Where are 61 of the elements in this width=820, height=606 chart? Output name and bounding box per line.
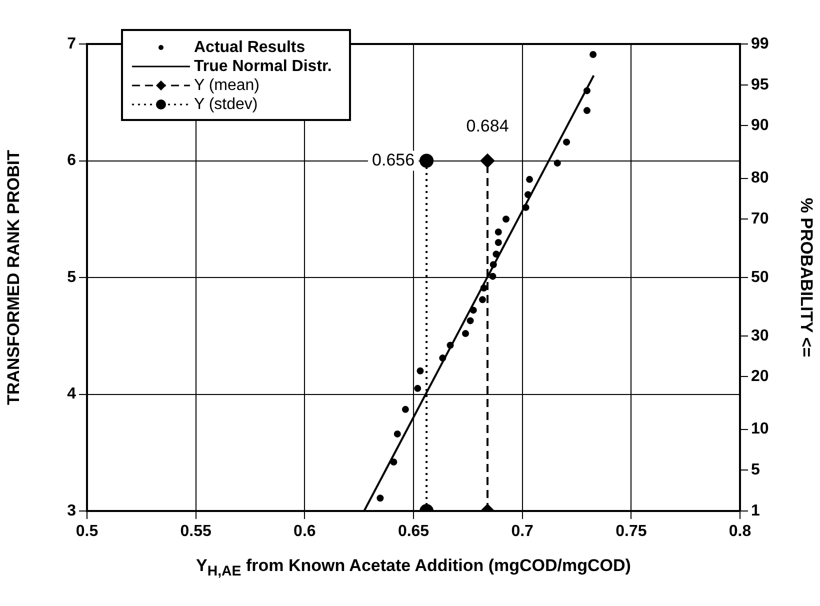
y-axis-title: TRANSFORMED RANK PROBIT — [4, 149, 23, 405]
category-label: 95 — [751, 76, 769, 94]
category-label: 50 — [751, 268, 769, 286]
point — [524, 191, 532, 198]
point — [390, 458, 398, 466]
y2-axis-title: % PROBABILITY <= — [797, 198, 816, 358]
x-tick-label: 0.65 — [398, 523, 430, 540]
category-label: 70 — [751, 210, 769, 228]
point — [470, 306, 477, 314]
point — [462, 330, 470, 338]
x-tick-label: 0.55 — [180, 523, 212, 540]
category-label: 80 — [751, 170, 769, 187]
point — [554, 160, 561, 167]
x-tick-label: 0.6 — [294, 523, 316, 540]
x-tick-label: 0.8 — [728, 523, 752, 540]
x-axis-title: Y$_{H,AE}$ from Known Acetate Addition (mgCOD/mgCOD) — [195, 556, 632, 580]
legend-label: Y (stdev) — [194, 96, 258, 113]
legend-label: True Normal Distr. — [194, 58, 332, 75]
annotation: 0.656 — [372, 150, 415, 170]
point — [446, 342, 454, 349]
point — [414, 384, 422, 392]
point — [466, 317, 474, 324]
point — [494, 238, 502, 246]
category-label: 99 — [751, 35, 769, 52]
point — [479, 296, 486, 304]
y-tick-label: 3 — [67, 502, 76, 520]
point — [492, 250, 500, 258]
point — [583, 87, 590, 94]
annotation: 0.684 — [466, 116, 509, 136]
x-tick-label: 0.5 — [76, 523, 98, 540]
point — [502, 216, 510, 223]
point — [480, 154, 495, 168]
point — [583, 107, 590, 114]
point — [526, 176, 534, 183]
category-label: 90 — [751, 117, 769, 134]
point — [376, 494, 384, 502]
category-label: 1 — [751, 502, 760, 520]
y-tick-label: 5 — [67, 268, 76, 286]
point — [522, 204, 530, 211]
x-tick-label: 0.7 — [511, 523, 534, 540]
point — [480, 284, 488, 292]
legend-label: Actual Results — [194, 38, 306, 56]
legend-label: Y (mean) — [194, 76, 260, 94]
y-tick-label: 4 — [67, 386, 76, 403]
point — [490, 261, 497, 268]
category-label: 30 — [751, 327, 769, 344]
point — [394, 430, 401, 438]
y-tick-label: 7 — [67, 35, 76, 52]
category-label: 20 — [751, 368, 769, 386]
point — [563, 138, 570, 146]
category-label: 5 — [751, 462, 760, 479]
point — [489, 272, 496, 280]
point — [494, 228, 502, 236]
category-label: 10 — [751, 420, 769, 438]
point — [590, 51, 597, 58]
point — [420, 154, 434, 168]
y-tick-label: 6 — [67, 152, 76, 170]
point — [439, 354, 446, 362]
x-tick-label: 0.75 — [616, 523, 647, 540]
point — [402, 406, 409, 413]
point — [416, 367, 424, 374]
